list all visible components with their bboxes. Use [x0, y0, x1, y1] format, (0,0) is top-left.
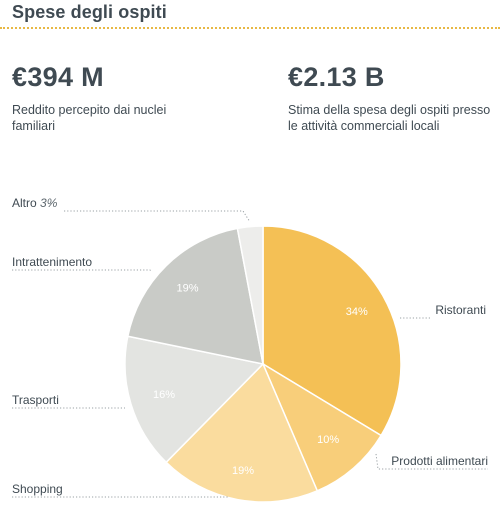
pie-slices	[124, 225, 402, 503]
slice-percent-label: 34%	[346, 306, 368, 318]
pie-slice-shopping	[165, 362, 319, 503]
stat-description: Reddito percepito dai nuclei familiari	[12, 103, 167, 133]
category-labels: Ristoranti Prodotti alimentari Shopping Tra…	[12, 196, 488, 496]
percent-labels: 34% 10% 19% 16% 19%	[153, 282, 368, 476]
slice-percent-label: 16%	[153, 389, 175, 401]
category-label: Altro 3%	[12, 196, 58, 210]
pie-slice-altro	[236, 225, 264, 365]
pie-slice-trasporti	[124, 335, 265, 464]
slice-percent-label: 19%	[232, 465, 254, 477]
stat-household-income: €394 M Reddito percepito dai nuclei fami…	[12, 60, 212, 134]
pie-slice-ristoranti	[262, 225, 402, 437]
pie-slice-intrattenimento	[126, 227, 264, 365]
leader-line	[12, 269, 153, 273]
category-label: Prodotti alimentari	[391, 454, 488, 468]
stat-value: €2.13 B	[288, 62, 385, 92]
category-label: Trasporti	[12, 393, 59, 407]
stat-value: €394 M	[12, 62, 104, 92]
slice-percent-label: 10%	[317, 434, 339, 446]
category-label: Shopping	[12, 482, 63, 496]
stat-description: Stima della spesa degli ospiti presso le…	[288, 103, 491, 133]
category-label: Ristoranti	[435, 303, 486, 317]
title-divider	[0, 27, 500, 29]
stat-guest-spending: €2.13 B Stima della spesa degli ospiti p…	[288, 60, 493, 134]
page-title: Spese degli ospiti	[12, 2, 167, 22]
leader-lines	[12, 210, 488, 498]
slice-percent-label: 19%	[176, 282, 198, 294]
pie-slice-prodotti-alimentari	[261, 362, 383, 492]
leader-line	[64, 210, 251, 223]
slice-percent-label: 3%	[37, 196, 58, 210]
category-label: Intrattenimento	[12, 255, 92, 269]
